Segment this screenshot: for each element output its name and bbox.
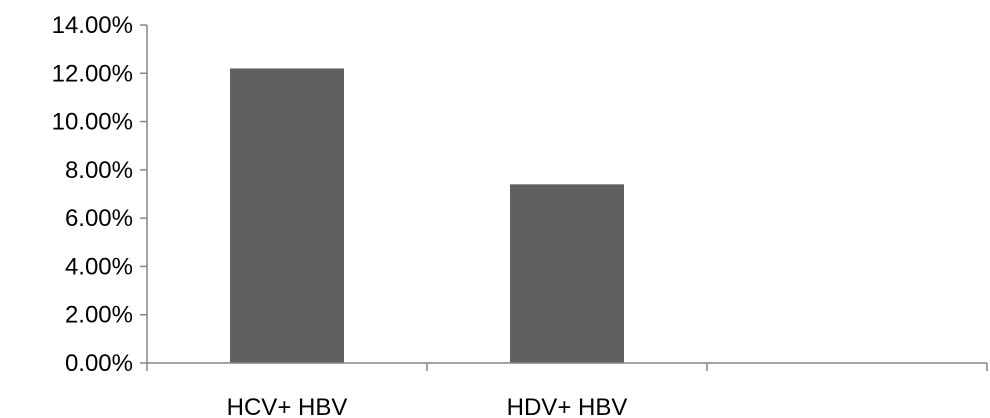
y-tick-label: 8.00% bbox=[65, 157, 133, 184]
y-tick-label: 4.00% bbox=[65, 253, 133, 280]
bars bbox=[230, 68, 624, 363]
y-tick-label: 0.00% bbox=[65, 350, 133, 377]
y-tick-label: 14.00% bbox=[52, 12, 133, 39]
y-tick-label: 6.00% bbox=[65, 205, 133, 232]
x-axis-ticks bbox=[146, 363, 988, 371]
y-tick-label: 2.00% bbox=[65, 302, 133, 329]
x-tick-labels: HCV+ HBV HDV+ HBV bbox=[227, 394, 628, 418]
y-tick-labels: 0.00% 2.00% 4.00% 6.00% 8.00% 10.00% 12.00% 14.… bbox=[52, 12, 133, 377]
y-tick-label: 12.00% bbox=[52, 60, 133, 87]
bar bbox=[510, 184, 624, 363]
x-tick-label: HDV+ HBV bbox=[507, 394, 628, 418]
x-tick-label: HCV+ HBV bbox=[227, 394, 348, 418]
bar bbox=[230, 68, 344, 363]
y-axis-ticks bbox=[140, 24, 147, 364]
y-tick-label: 10.00% bbox=[52, 109, 133, 136]
